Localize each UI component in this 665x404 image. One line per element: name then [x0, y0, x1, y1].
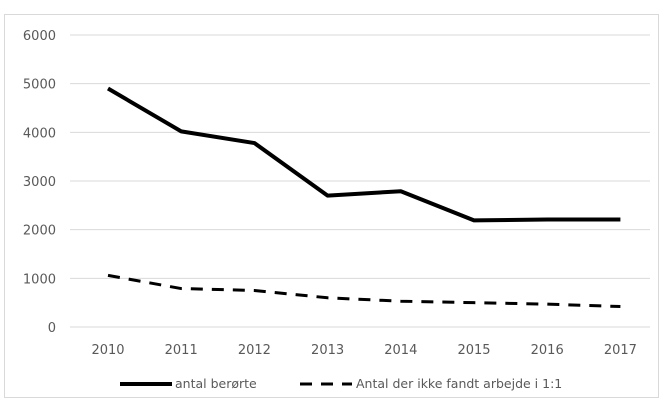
legend-label-1: antal berørte — [175, 376, 257, 391]
y-tick-label: 2000 — [23, 224, 56, 239]
x-tick-label: 2014 — [384, 343, 417, 358]
series-group — [106, 86, 621, 309]
legend-label-2: Antal der ikke fandt arbejde i 1:1 — [356, 376, 562, 391]
y-tick-label: 6000 — [23, 29, 56, 44]
x-tick-label: 2012 — [238, 343, 271, 358]
y-axis-ticks: 0 1000 2000 3000 4000 5000 6000 — [23, 29, 56, 336]
series-line-1 — [106, 86, 621, 223]
x-tick-label: 2016 — [531, 343, 564, 358]
chart-frame — [4, 14, 659, 398]
grid-lines — [70, 34, 650, 279]
y-tick-label: 5000 — [23, 78, 56, 93]
x-axis-ticks: 2010 2011 2012 2013 2014 2015 2016 2017 — [91, 343, 636, 358]
legend: antal berørte Antal der ikke fandt arbejd… — [120, 376, 562, 391]
x-tick-label: 2010 — [91, 343, 124, 358]
y-tick-label: 0 — [48, 321, 56, 336]
x-tick-label: 2011 — [165, 343, 198, 358]
y-tick-label: 3000 — [23, 175, 56, 190]
x-tick-label: 2013 — [311, 343, 344, 358]
x-tick-label: 2017 — [604, 343, 637, 358]
x-tick-label: 2015 — [457, 343, 490, 358]
y-tick-label: 4000 — [23, 126, 56, 141]
series-line-2 — [107, 273, 621, 309]
y-tick-label: 1000 — [23, 272, 56, 287]
